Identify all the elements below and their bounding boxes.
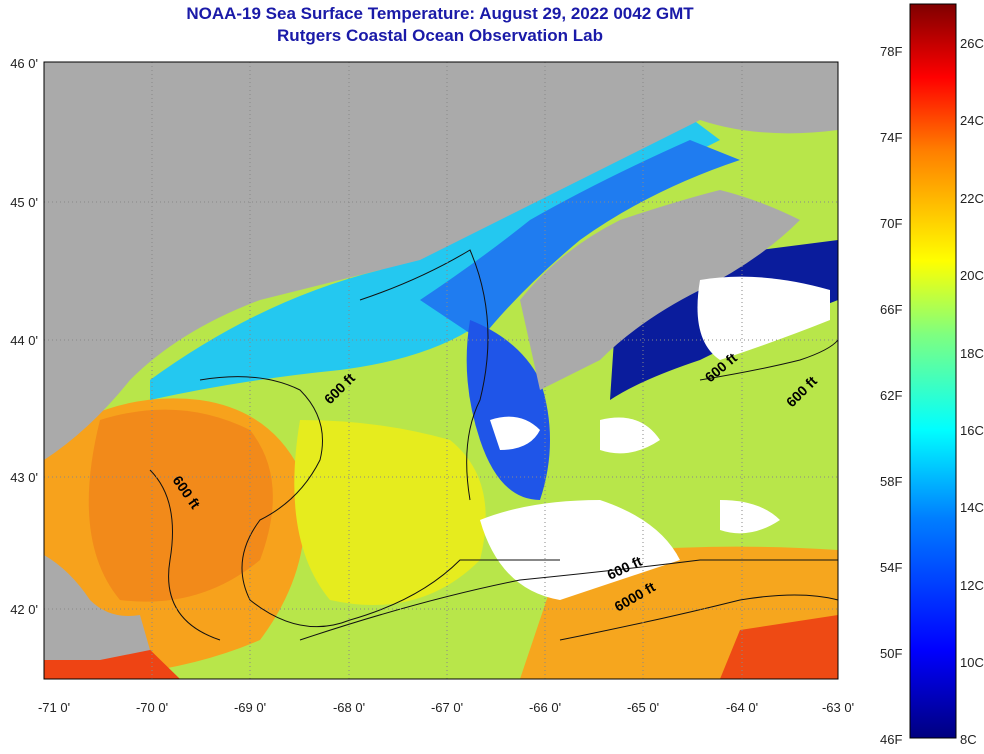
lat-label: 45 0'	[10, 195, 38, 210]
land-nova-scotia	[520, 190, 800, 390]
colorbar-c-label: 16C	[960, 423, 984, 438]
colorbar-f-label: 78F	[880, 44, 902, 59]
lat-label: 42 0'	[10, 602, 38, 617]
lat-label: 44 0'	[10, 333, 38, 348]
colorbar-c-label: 24C	[960, 113, 984, 128]
colorbar-fahrenheit-labels: 78F 74F 70F 66F 62F 58F 54F 50F 46F	[880, 44, 902, 747]
colorbar	[909, 3, 957, 739]
cloud-patch	[490, 416, 540, 450]
graticule	[44, 62, 838, 679]
lon-label: -63 0'	[822, 700, 854, 715]
lat-label: 46 0'	[10, 56, 38, 71]
colorbar-f-label: 74F	[880, 130, 902, 145]
longitude-labels: -71 0' -70 0' -69 0' -68 0' -67 0' -66 0…	[38, 700, 854, 715]
lat-label: 43 0'	[10, 470, 38, 485]
colorbar-c-label: 8C	[960, 732, 977, 747]
cool-coastal-band	[150, 110, 720, 400]
colorbar-c-label: 26C	[960, 36, 984, 51]
latitude-labels: 46 0' 45 0' 44 0' 43 0' 42 0'	[10, 56, 38, 617]
colorbar-f-label: 70F	[880, 216, 902, 231]
yellow-water-region	[294, 420, 486, 605]
cloud-patch	[600, 417, 660, 454]
map-subtitle: Rutgers Coastal Ocean Observation Lab	[277, 26, 603, 45]
colorbar-c-label: 20C	[960, 268, 984, 283]
map-title: NOAA-19 Sea Surface Temperature: August …	[186, 4, 694, 23]
depth-contour	[149, 469, 221, 641]
depth-contour	[559, 594, 838, 641]
cloud-patch	[697, 276, 830, 360]
warm-water-core	[88, 409, 273, 602]
hot-water-southeast	[720, 615, 838, 679]
depth-contour	[299, 559, 838, 641]
lon-label: -65 0'	[627, 700, 659, 715]
colorbar-c-label: 10C	[960, 655, 984, 670]
colorbar-f-label: 46F	[880, 732, 902, 747]
colorbar-c-label: 18C	[960, 346, 984, 361]
colorbar-f-label: 50F	[880, 646, 902, 661]
lon-label: -66 0'	[529, 700, 561, 715]
plot-frame	[43, 61, 839, 680]
colorbar-celsius-labels: 26C 24C 22C 20C 18C 16C 14C 12C 10C 8C	[960, 36, 984, 747]
lon-label: -69 0'	[234, 700, 266, 715]
land-mainland	[44, 62, 838, 460]
cloud-patch	[480, 500, 680, 600]
cold-water-band	[420, 140, 740, 340]
colorbar-f-label: 54F	[880, 560, 902, 575]
colorbar-c-label: 22C	[960, 191, 984, 206]
colorbar-c-label: 12C	[960, 578, 984, 593]
colorbar-c-label: 14C	[960, 500, 984, 515]
depth-contour	[199, 376, 560, 628]
cloud-patch	[720, 500, 780, 534]
lon-label: -64 0'	[726, 700, 758, 715]
cold-water-channel	[466, 320, 550, 500]
depth-contour	[699, 339, 838, 381]
land-cape-cod	[44, 555, 150, 660]
colorbar-f-label: 66F	[880, 302, 902, 317]
lon-label: -67 0'	[431, 700, 463, 715]
depth-contour	[359, 249, 489, 501]
colorbar-f-label: 58F	[880, 474, 902, 489]
lon-label: -71 0'	[38, 700, 70, 715]
lon-label: -70 0'	[136, 700, 168, 715]
colorbar-f-label: 62F	[880, 388, 902, 403]
lon-label: -68 0'	[333, 700, 365, 715]
